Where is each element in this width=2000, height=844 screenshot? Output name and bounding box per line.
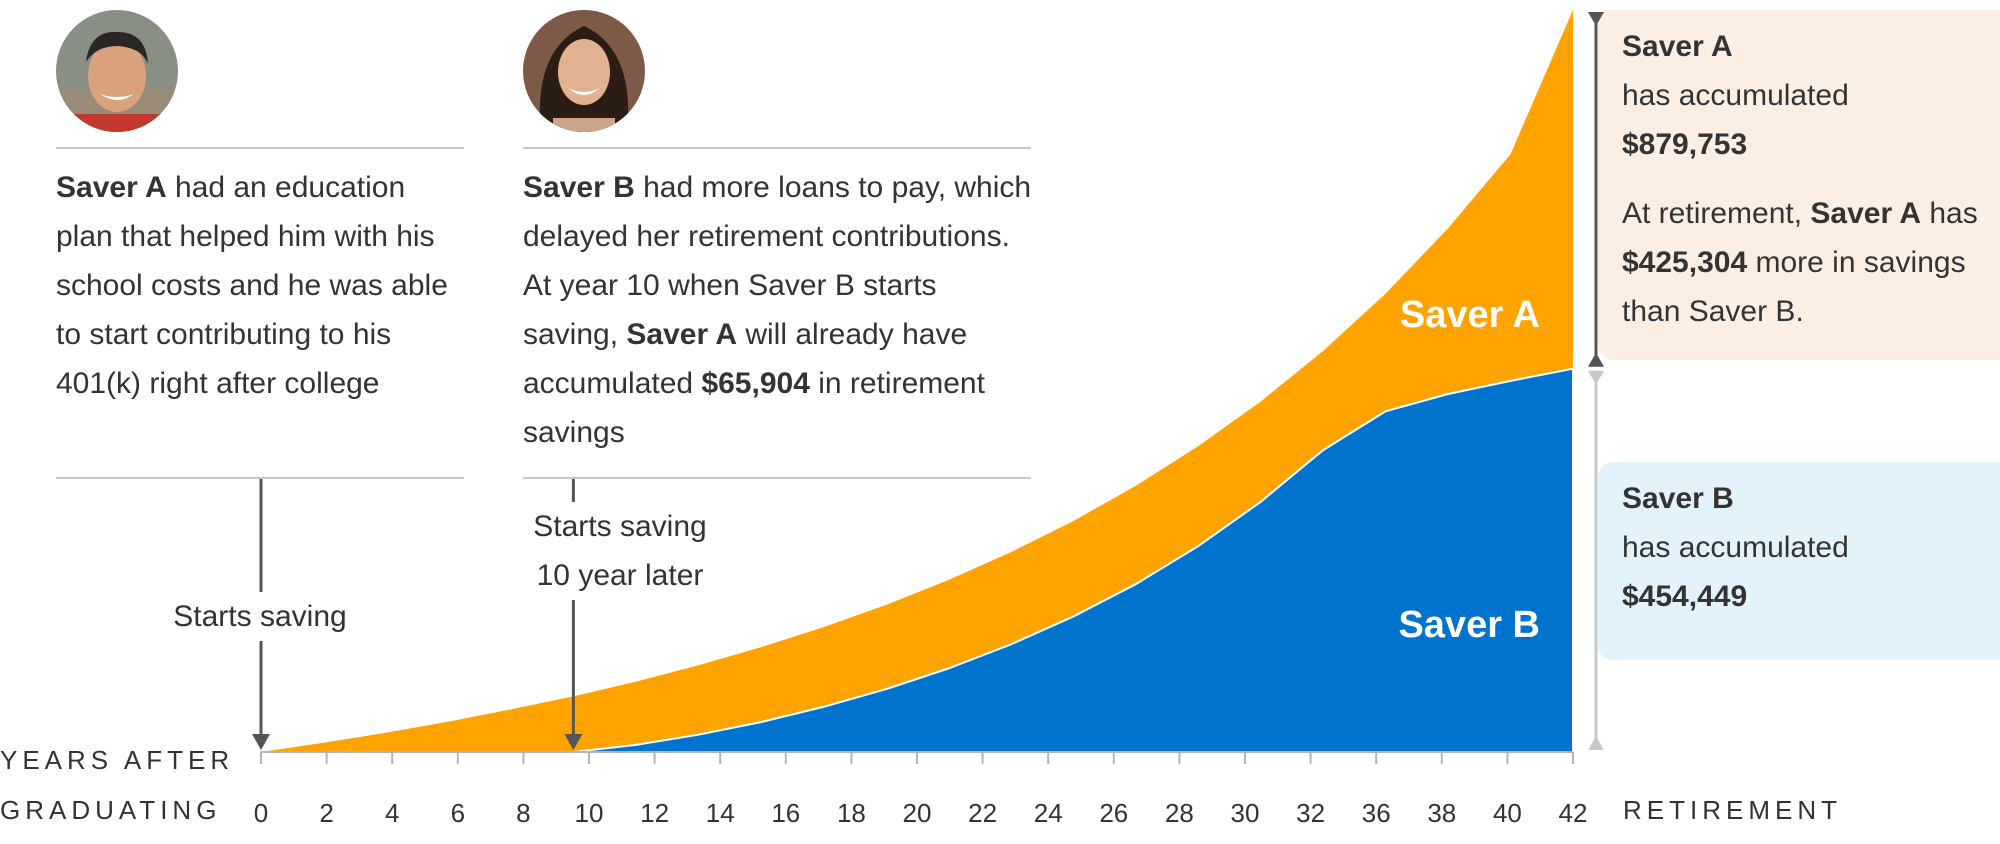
x-tick-label: 28 xyxy=(1165,798,1194,828)
saver-a-avatar xyxy=(56,10,178,132)
saver-b-story-amount: $65,904 xyxy=(701,367,810,400)
x-tick-label: 4 xyxy=(385,798,399,828)
x-tick-label: 12 xyxy=(640,798,669,828)
note-post: more in savings than Saver B. xyxy=(1622,246,1966,328)
saver-b-story-name: Saver B xyxy=(523,171,635,204)
x-tick-label: 38 xyxy=(1427,798,1456,828)
x-tick-label: 32 xyxy=(1296,798,1325,828)
series-label-saver-a: Saver A xyxy=(1400,294,1540,336)
retirement-label: RETIREMENT xyxy=(1623,795,1842,825)
saver-a-story-text: had an education plan that helped him wi… xyxy=(56,171,448,400)
saver-b-result-amount: $454,449 xyxy=(1622,580,1748,613)
x-tick-label: 10 xyxy=(575,798,604,828)
saver-b-bottom-rule xyxy=(523,477,1031,479)
x-tick-label: 20 xyxy=(903,798,932,828)
saver-b-bracket-top xyxy=(1588,370,1604,385)
saver-b-top-rule xyxy=(523,147,1031,149)
note-amount: $425,304 xyxy=(1622,246,1748,279)
saver-a-bottom-rule xyxy=(56,477,464,479)
area-saver-b xyxy=(573,367,1574,753)
x-tick-label: 8 xyxy=(516,798,530,828)
saver-a-result-box: Saver A has accumulated $879,753 At reti… xyxy=(1598,10,2000,360)
x-tick-label: 30 xyxy=(1231,798,1260,828)
saver-a-result-name: Saver A xyxy=(1622,30,1733,63)
saver-a-start-arrow-head xyxy=(252,734,270,750)
saver-b-start-label-line2: 10 year later xyxy=(500,551,740,600)
saver-a-top-rule xyxy=(56,147,464,149)
saver-b-start-arrow-head xyxy=(564,734,583,750)
saver-a-story: Saver A had an education plan that helpe… xyxy=(56,163,466,408)
saver-b-story-text-2: will already have accumulated xyxy=(523,318,968,400)
saver-a-story-name: Saver A xyxy=(56,171,167,204)
difference-bracket-bottom xyxy=(1588,352,1604,367)
saver-b-story-bold: Saver A xyxy=(626,318,738,351)
saver-b-start-label-line1: Starts saving xyxy=(500,502,740,551)
x-tick-label: 18 xyxy=(837,798,866,828)
series-label-saver-b: Saver B xyxy=(1398,604,1540,646)
note-pre: At retirement, xyxy=(1622,197,1811,230)
note-bold: Saver A xyxy=(1810,197,1922,230)
x-tick-label: 42 xyxy=(1559,798,1588,828)
x-tick-label: 26 xyxy=(1099,798,1128,828)
x-tick-label: 24 xyxy=(1034,798,1063,828)
x-tick-label: 14 xyxy=(706,798,735,828)
x-tick-label: 16 xyxy=(771,798,800,828)
x-tick-label: 0 xyxy=(254,798,268,828)
saver-b-result-box: Saver B has accumulated $454,449 xyxy=(1598,462,2000,660)
x-axis-label-line2: GRADUATING xyxy=(0,795,222,825)
saver-b-bracket-bottom xyxy=(1588,736,1604,750)
difference-bracket-top xyxy=(1588,12,1604,26)
x-tick-label: 22 xyxy=(968,798,997,828)
x-tick-label: 36 xyxy=(1362,798,1391,828)
saver-b-result-name: Saver B xyxy=(1622,482,1734,515)
saver-b-story-text-3: in retirement savings xyxy=(523,367,985,449)
saver-a-result-line: has accumulated xyxy=(1622,79,1849,112)
saver-a-result-note: At retirement, Saver A has $425,304 more… xyxy=(1622,189,2000,336)
note-mid: has xyxy=(1921,197,1978,230)
x-tick-label: 40 xyxy=(1493,798,1522,828)
saver-b-result-line: has accumulated xyxy=(1622,531,1849,564)
saver-a-result-amount: $879,753 xyxy=(1622,128,1748,161)
saver-b-avatar xyxy=(523,10,645,132)
saver-a-start-label: Starts saving xyxy=(140,592,380,641)
x-axis-label-line1: YEARS AFTER xyxy=(0,745,235,775)
x-tick-label: 2 xyxy=(319,798,333,828)
x-tick-label: 6 xyxy=(451,798,465,828)
saver-b-story-text-1: had more loans to pay, which delayed her… xyxy=(523,171,1032,351)
saver-b-story: Saver B had more loans to pay, which del… xyxy=(523,163,1033,457)
